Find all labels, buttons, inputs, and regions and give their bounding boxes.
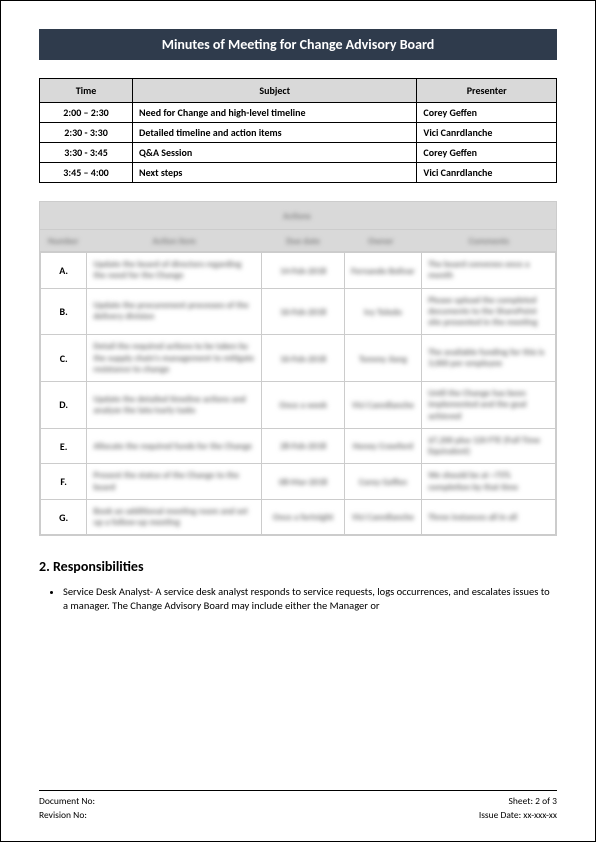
action-due: Once a fortnight: [262, 499, 344, 535]
actions-columns: Number Action item Due date Owner Commen…: [40, 230, 556, 252]
action-comment: $7,200 plus 120 FTE (Full Time Equivalen…: [422, 428, 556, 464]
action-letter: D.: [41, 382, 87, 429]
action-owner: Fernando Bolivar: [344, 253, 421, 289]
action-letter: F.: [41, 464, 87, 500]
action-owner: Tommy Jiang: [344, 335, 421, 382]
footer-sheet: Sheet: 2 of 3: [298, 795, 557, 807]
agenda-subject: Next steps: [133, 163, 417, 183]
agenda-time: 2:00 – 2:30: [40, 103, 133, 123]
agenda-subject: Q&A Session: [133, 143, 417, 163]
action-letter: A.: [41, 253, 87, 289]
action-comment: Until the Change has been implemented an…: [422, 382, 556, 429]
action-due: 28-Feb-2018: [262, 428, 344, 464]
agenda-subject: Detailed timeline and action items: [133, 123, 417, 143]
action-letter: E.: [41, 428, 87, 464]
footer-doc-no: Document No:: [39, 795, 298, 807]
action-row: D.Update the detailed timeline actions a…: [41, 382, 556, 429]
agenda-col-time: Time: [40, 79, 133, 103]
agenda-presenter: Corey Geffen: [417, 143, 557, 163]
action-owner: Honey Crawford: [344, 428, 421, 464]
action-due: 14-Feb-2018: [262, 253, 344, 289]
action-desc: Update the detailed timeline actions and…: [87, 382, 262, 429]
action-desc: Present the status of the Change to the …: [87, 464, 262, 500]
action-due: 16-Feb-2018: [262, 288, 344, 335]
action-row: B.Update the procurement processes of th…: [41, 288, 556, 335]
action-desc: Update the board of directors regarding …: [87, 253, 262, 289]
action-row: A.Update the board of directors regardin…: [41, 253, 556, 289]
agenda-row: 2:30 - 3:30Detailed timeline and action …: [40, 123, 557, 143]
action-owner: Ivy Toledo: [344, 288, 421, 335]
action-due: 08-Mar-2018: [262, 464, 344, 500]
page-footer: Document No: Sheet: 2 of 3 Revision No: …: [39, 790, 557, 821]
action-letter: G.: [41, 499, 87, 535]
action-due: Once a week: [262, 382, 344, 429]
agenda-col-presenter: Presenter: [417, 79, 557, 103]
agenda-time: 2:30 - 3:30: [40, 123, 133, 143]
action-due: 16-Feb-2018: [262, 335, 344, 382]
action-desc: Update the procurement processes of the …: [87, 288, 262, 335]
action-letter: C.: [41, 335, 87, 382]
action-letter: B.: [41, 288, 87, 335]
action-desc: Book an additional meeting room and set …: [87, 499, 262, 535]
agenda-row: 2:00 – 2:30Need for Change and high-leve…: [40, 103, 557, 123]
action-desc: Allocate the required funds for the Chan…: [87, 428, 262, 464]
action-row: F.Present the status of the Change to th…: [41, 464, 556, 500]
agenda-col-subject: Subject: [133, 79, 417, 103]
agenda-subject: Need for Change and high-level timeline: [133, 103, 417, 123]
action-row: G.Book an additional meeting room and se…: [41, 499, 556, 535]
agenda-presenter: Vici Canrdlanche: [417, 123, 557, 143]
agenda-presenter: Corey Geffen: [417, 103, 557, 123]
action-comment: Please upload the completed documents to…: [422, 288, 556, 335]
actions-title: Actions: [40, 202, 556, 230]
footer-rev-no: Revision No:: [39, 809, 298, 821]
responsibilities-heading: 2. Responsibilities: [39, 558, 557, 575]
action-comment: Three instances all in all: [422, 499, 556, 535]
action-owner: Corey Geffen: [344, 464, 421, 500]
action-comment: The available funding for this is 3,000 …: [422, 335, 556, 382]
action-row: C.Detail the required actions to be take…: [41, 335, 556, 382]
action-row: E.Allocate the required funds for the Ch…: [41, 428, 556, 464]
agenda-table: Time Subject Presenter 2:00 – 2:30Need f…: [39, 78, 557, 183]
agenda-time: 3:30 - 3:45: [40, 143, 133, 163]
action-comment: We should be at ~75% completion by that …: [422, 464, 556, 500]
action-owner: Vici Canrdlanche: [344, 382, 421, 429]
action-owner: Vici Canrdlanche: [344, 499, 421, 535]
actions-table: Actions Number Action item Due date Owne…: [39, 201, 557, 536]
page-title: Minutes of Meeting for Change Advisory B…: [39, 29, 557, 60]
agenda-presenter: Vici Canrdlanche: [417, 163, 557, 183]
agenda-row: 3:45 – 4:00Next stepsVici Canrdlanche: [40, 163, 557, 183]
responsibility-item: Service Desk Analyst- A service desk ana…: [63, 585, 557, 613]
footer-issue: Issue Date: xx-xxx-xx: [298, 809, 557, 821]
responsibilities-list: Service Desk Analyst- A service desk ana…: [39, 585, 557, 613]
action-desc: Detail the required actions to be taken …: [87, 335, 262, 382]
agenda-time: 3:45 – 4:00: [40, 163, 133, 183]
action-comment: The board convenes once a month: [422, 253, 556, 289]
agenda-row: 3:30 - 3:45Q&A SessionCorey Geffen: [40, 143, 557, 163]
